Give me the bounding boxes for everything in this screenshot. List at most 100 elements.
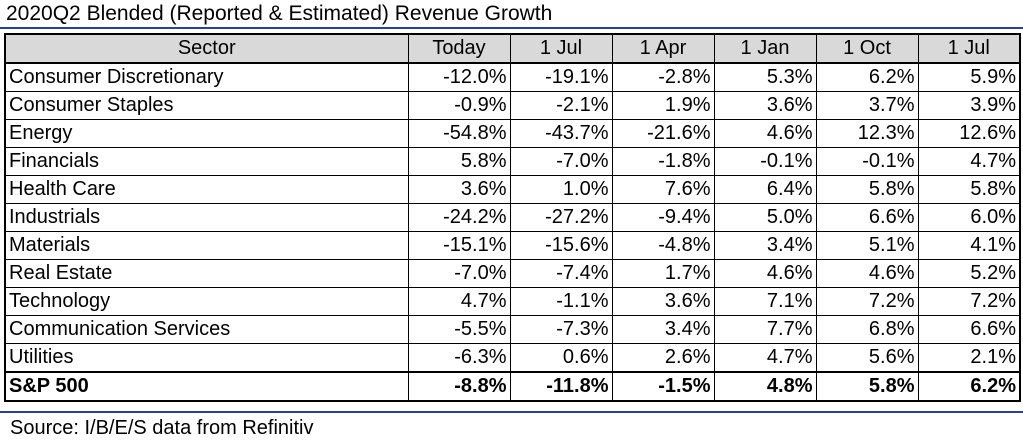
value-cell: 3.4% xyxy=(713,231,817,260)
column-header: 1 Jul xyxy=(917,33,1021,64)
header-row: Sector Today 1 Jul 1 Apr 1 Jan 1 Oct 1 J… xyxy=(4,33,1021,64)
value-cell: -6.3% xyxy=(407,343,511,373)
value-cell: -1.5% xyxy=(611,371,715,402)
value-cell: 1.0% xyxy=(509,175,613,204)
value-cell: 4.1% xyxy=(917,231,1021,260)
value-cell: -7.0% xyxy=(509,147,613,176)
revenue-growth-table: Sector Today 1 Jul 1 Apr 1 Jan 1 Oct 1 J… xyxy=(4,33,1021,402)
table-row: Utilities -6.3% 0.6% 2.6% 4.7% 5.6% 2.1% xyxy=(4,343,1021,373)
value-cell: 7.1% xyxy=(713,287,817,316)
value-cell: 5.8% xyxy=(917,175,1021,204)
column-header: 1 Jul xyxy=(509,33,613,64)
value-cell: -1.1% xyxy=(509,287,613,316)
value-cell: -12.0% xyxy=(407,62,511,92)
value-cell: 4.6% xyxy=(713,119,817,148)
table-row: Materials -15.1% -15.6% -4.8% 3.4% 5.1% 4.1% xyxy=(4,231,1021,260)
table-row: Health Care 3.6% 1.0% 7.6% 6.4% 5.8% 5.8% xyxy=(4,175,1021,204)
table-row: Industrials -24.2% -27.2% -9.4% 5.0% 6.6% 6.0% xyxy=(4,203,1021,232)
value-cell: 7.7% xyxy=(713,315,817,344)
source-note: Source: I/B/E/S data from Refinitiv xyxy=(10,417,314,439)
value-cell: 5.9% xyxy=(917,62,1021,92)
sector-cell: Technology xyxy=(4,287,409,316)
value-cell: 4.8% xyxy=(713,371,817,402)
column-header: 1 Apr xyxy=(611,33,715,64)
value-cell: -1.8% xyxy=(611,147,715,176)
value-cell: -24.2% xyxy=(407,203,511,232)
value-cell: 3.6% xyxy=(611,287,715,316)
value-cell: 7.6% xyxy=(611,175,715,204)
value-cell: -2.8% xyxy=(611,62,715,92)
value-cell: 5.8% xyxy=(815,371,919,402)
value-cell: 3.6% xyxy=(713,91,817,120)
value-cell: -9.4% xyxy=(611,203,715,232)
value-cell: 6.2% xyxy=(917,371,1021,402)
value-cell: 4.7% xyxy=(713,343,817,373)
value-cell: 2.1% xyxy=(917,343,1021,373)
value-cell: 3.6% xyxy=(407,175,511,204)
value-cell: 3.4% xyxy=(611,315,715,344)
table-row: Consumer Staples -0.9% -2.1% 1.9% 3.6% 3.7% 3.… xyxy=(4,91,1021,120)
value-cell: -5.5% xyxy=(407,315,511,344)
value-cell: -8.8% xyxy=(407,371,511,402)
value-cell: 5.8% xyxy=(815,175,919,204)
value-cell: -19.1% xyxy=(509,62,613,92)
sector-cell: Industrials xyxy=(4,203,409,232)
value-cell: -0.1% xyxy=(713,147,817,176)
value-cell: 5.3% xyxy=(713,62,817,92)
value-cell: 5.2% xyxy=(917,259,1021,288)
value-cell: 1.7% xyxy=(611,259,715,288)
value-cell: -0.1% xyxy=(815,147,919,176)
table-row: Energy -54.8% -43.7% -21.6% 4.6% 12.3% 12.6% xyxy=(4,119,1021,148)
column-header: 1 Jan xyxy=(713,33,817,64)
value-cell: 12.6% xyxy=(917,119,1021,148)
value-cell: 4.6% xyxy=(815,259,919,288)
value-cell: 3.9% xyxy=(917,91,1021,120)
value-cell: 1.9% xyxy=(611,91,715,120)
value-cell: 5.8% xyxy=(407,147,511,176)
sector-cell: Energy xyxy=(4,119,409,148)
value-cell: -4.8% xyxy=(611,231,715,260)
value-cell: -2.1% xyxy=(509,91,613,120)
value-cell: 0.6% xyxy=(509,343,613,373)
sector-cell: S&P 500 xyxy=(4,371,409,402)
sector-cell: Real Estate xyxy=(4,259,409,288)
value-cell: -15.1% xyxy=(407,231,511,260)
value-cell: 6.6% xyxy=(815,203,919,232)
value-cell: -21.6% xyxy=(611,119,715,148)
value-cell: 3.7% xyxy=(815,91,919,120)
value-cell: -15.6% xyxy=(509,231,613,260)
value-cell: 6.6% xyxy=(917,315,1021,344)
column-header: Today xyxy=(407,33,511,64)
column-header: Sector xyxy=(4,33,409,64)
sector-cell: Utilities xyxy=(4,343,409,373)
source-rule xyxy=(0,411,1023,413)
value-cell: 5.0% xyxy=(713,203,817,232)
value-cell: 6.0% xyxy=(917,203,1021,232)
sector-cell: Financials xyxy=(4,147,409,176)
sector-cell: Consumer Discretionary xyxy=(4,62,409,92)
total-row: S&P 500 -8.8% -11.8% -1.5% 4.8% 5.8% 6.2% xyxy=(4,371,1021,402)
sector-cell: Consumer Staples xyxy=(4,91,409,120)
value-cell: 7.2% xyxy=(917,287,1021,316)
table-row: Consumer Discretionary -12.0% -19.1% -2.8% 5… xyxy=(4,62,1021,92)
value-cell: -0.9% xyxy=(407,91,511,120)
value-cell: -7.0% xyxy=(407,259,511,288)
value-cell: -43.7% xyxy=(509,119,613,148)
value-cell: 6.4% xyxy=(713,175,817,204)
table-body: Consumer Discretionary -12.0% -19.1% -2.8% 5… xyxy=(4,62,1021,402)
value-cell: 7.2% xyxy=(815,287,919,316)
table-row: Technology 4.7% -1.1% 3.6% 7.1% 7.2% 7.2% xyxy=(4,287,1021,316)
table-row: Financials 5.8% -7.0% -1.8% -0.1% -0.1% 4.7% xyxy=(4,147,1021,176)
column-header: 1 Oct xyxy=(815,33,919,64)
sector-cell: Materials xyxy=(4,231,409,260)
value-cell: 2.6% xyxy=(611,343,715,373)
value-cell: 6.8% xyxy=(815,315,919,344)
value-cell: 6.2% xyxy=(815,62,919,92)
value-cell: -54.8% xyxy=(407,119,511,148)
table-row: Real Estate -7.0% -7.4% 1.7% 4.6% 4.6% 5.2% xyxy=(4,259,1021,288)
value-cell: -7.4% xyxy=(509,259,613,288)
title-rule xyxy=(0,27,1023,29)
table-row: Communication Services -5.5% -7.3% 3.4% 7.7%… xyxy=(4,315,1021,344)
value-cell: 4.7% xyxy=(407,287,511,316)
value-cell: -27.2% xyxy=(509,203,613,232)
